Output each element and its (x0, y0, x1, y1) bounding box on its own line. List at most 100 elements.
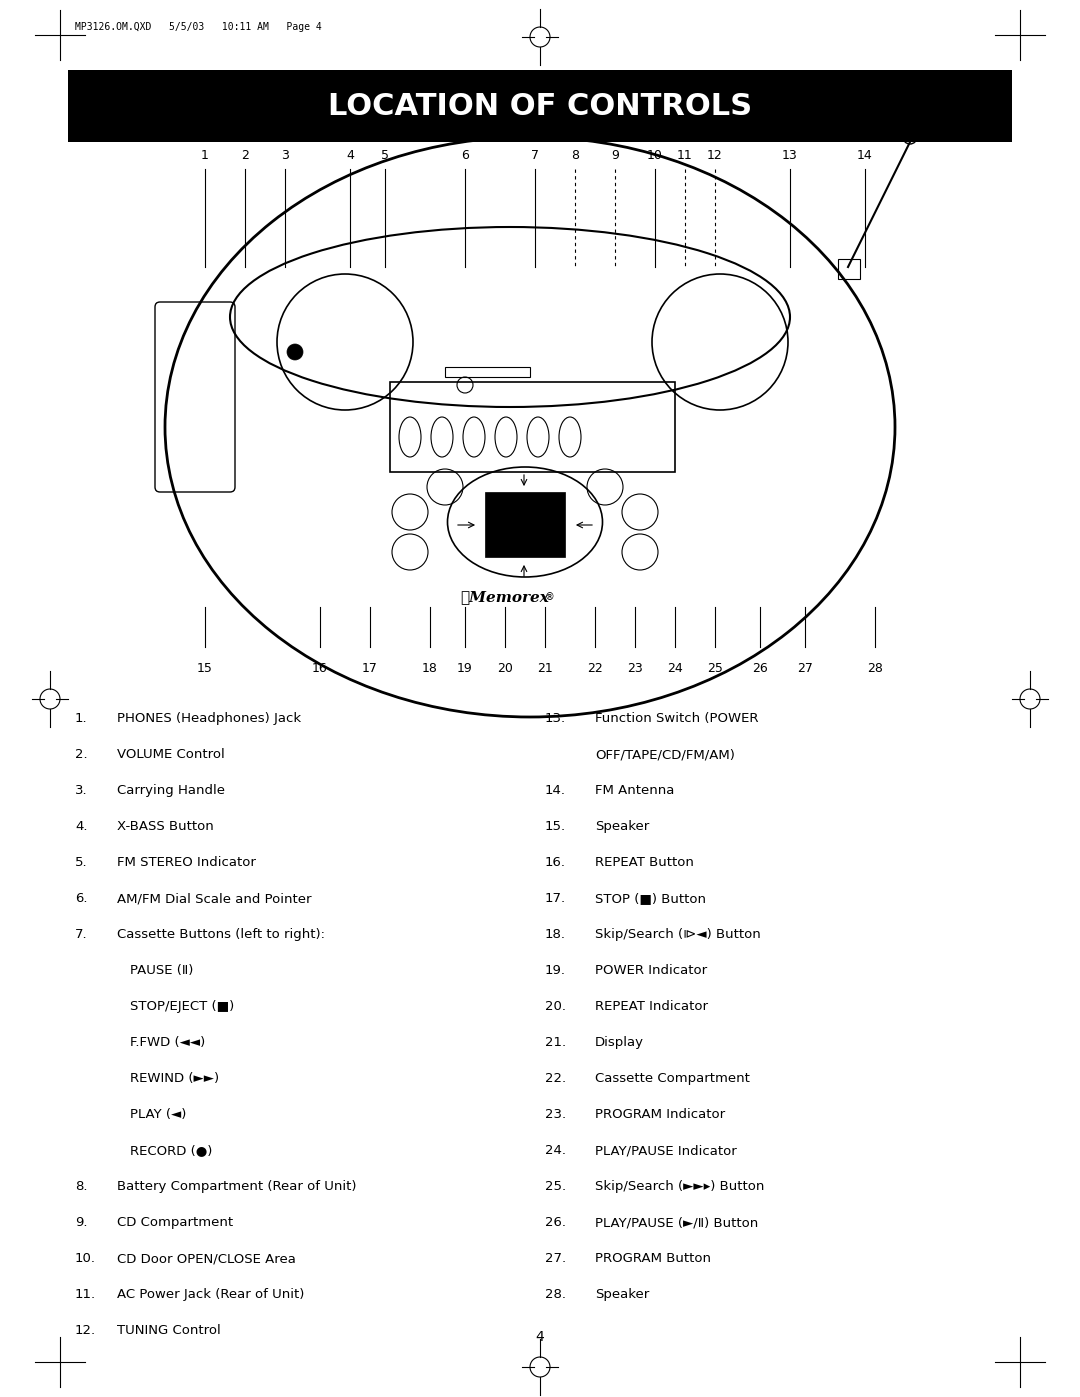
Text: 26.: 26. (545, 1215, 566, 1229)
Text: 17: 17 (362, 662, 378, 675)
Text: RECORD (●): RECORD (●) (130, 1144, 213, 1157)
Text: 26: 26 (752, 662, 768, 675)
Text: OFF/TAPE/CD/FM/AM): OFF/TAPE/CD/FM/AM) (595, 747, 734, 761)
Text: 28: 28 (867, 662, 883, 675)
Text: Function Switch (POWER: Function Switch (POWER (595, 712, 758, 725)
Text: 10: 10 (647, 149, 663, 162)
Text: REPEAT Button: REPEAT Button (595, 856, 693, 869)
Text: 7.: 7. (75, 928, 87, 942)
Text: PROGRAM Button: PROGRAM Button (595, 1252, 711, 1266)
Text: 12: 12 (707, 149, 723, 162)
Text: PLAY/PAUSE Indicator: PLAY/PAUSE Indicator (595, 1144, 737, 1157)
Text: FM Antenna: FM Antenna (595, 784, 674, 798)
Text: 5.: 5. (75, 856, 87, 869)
Circle shape (287, 344, 303, 360)
Text: REPEAT Indicator: REPEAT Indicator (595, 1000, 708, 1013)
Text: 4: 4 (346, 149, 354, 162)
Text: 17.: 17. (545, 893, 566, 905)
Text: Speaker: Speaker (595, 1288, 649, 1301)
Text: 7: 7 (531, 149, 539, 162)
Text: 11.: 11. (75, 1288, 96, 1301)
Text: 25.: 25. (545, 1180, 566, 1193)
Text: 1.: 1. (75, 712, 87, 725)
Text: 3.: 3. (75, 784, 87, 798)
Text: PHONES (Headphones) Jack: PHONES (Headphones) Jack (117, 712, 301, 725)
Text: STOP/EJECT (■): STOP/EJECT (■) (130, 1000, 234, 1013)
Text: Speaker: Speaker (595, 820, 649, 833)
Text: 21: 21 (537, 662, 553, 675)
Text: 23: 23 (627, 662, 643, 675)
Text: 16.: 16. (545, 856, 566, 869)
Text: 16: 16 (312, 662, 328, 675)
Text: 13.: 13. (545, 712, 566, 725)
Text: 14: 14 (858, 149, 873, 162)
FancyBboxPatch shape (68, 70, 1012, 142)
Text: PROGRAM Indicator: PROGRAM Indicator (595, 1108, 725, 1120)
Text: 24.: 24. (545, 1144, 566, 1157)
Text: STOP (■) Button: STOP (■) Button (595, 893, 706, 905)
Text: 19.: 19. (545, 964, 566, 977)
Text: CD Door OPEN/CLOSE Area: CD Door OPEN/CLOSE Area (117, 1252, 296, 1266)
Text: 8: 8 (571, 149, 579, 162)
Text: F.FWD (◄◄): F.FWD (◄◄) (130, 1037, 205, 1049)
Text: CD Compartment: CD Compartment (117, 1215, 233, 1229)
Bar (838, 258, 860, 279)
Text: 4: 4 (536, 1330, 544, 1344)
Text: X-BASS Button: X-BASS Button (117, 820, 214, 833)
Text: 3: 3 (281, 149, 289, 162)
Text: 15.: 15. (545, 820, 566, 833)
Text: Cassette Buttons (left to right):: Cassette Buttons (left to right): (117, 928, 325, 942)
Text: 12.: 12. (75, 1324, 96, 1337)
Text: 27.: 27. (545, 1252, 566, 1266)
Text: 28.: 28. (545, 1288, 566, 1301)
Text: 21.: 21. (545, 1037, 566, 1049)
Text: 6: 6 (461, 149, 469, 162)
Text: Cassette Compartment: Cassette Compartment (595, 1071, 750, 1085)
Text: 5: 5 (381, 149, 389, 162)
Text: ®: ® (545, 592, 555, 602)
Text: AC Power Jack (Rear of Unit): AC Power Jack (Rear of Unit) (117, 1288, 305, 1301)
Text: POWER Indicator: POWER Indicator (595, 964, 707, 977)
Text: AM/FM Dial Scale and Pointer: AM/FM Dial Scale and Pointer (117, 893, 311, 905)
Text: ℙMemorex: ℙMemorex (460, 590, 550, 604)
Text: 6.: 6. (75, 893, 87, 905)
Text: Battery Compartment (Rear of Unit): Battery Compartment (Rear of Unit) (117, 1180, 356, 1193)
Text: 18.: 18. (545, 928, 566, 942)
Text: 9: 9 (611, 149, 619, 162)
Text: Skip/Search (►►▸) Button: Skip/Search (►►▸) Button (595, 1180, 765, 1193)
Text: 2: 2 (241, 149, 248, 162)
Bar (390, 381, 675, 472)
Text: 2.: 2. (75, 747, 87, 761)
Text: 13: 13 (782, 149, 798, 162)
Text: 22.: 22. (545, 1071, 566, 1085)
Text: 22: 22 (588, 662, 603, 675)
Text: PLAY/PAUSE (►/Ⅱ) Button: PLAY/PAUSE (►/Ⅱ) Button (595, 1215, 758, 1229)
Text: 20: 20 (497, 662, 513, 675)
Text: 15: 15 (197, 662, 213, 675)
Text: Carrying Handle: Carrying Handle (117, 784, 225, 798)
Text: 18: 18 (422, 662, 437, 675)
Text: 11: 11 (677, 149, 693, 162)
Text: 1: 1 (201, 149, 208, 162)
Bar (485, 492, 565, 557)
Text: FM STEREO Indicator: FM STEREO Indicator (117, 856, 256, 869)
Text: Skip/Search (⧐◄) Button: Skip/Search (⧐◄) Button (595, 928, 760, 942)
Text: MP3126.OM.QXD   5/5/03   10:11 AM   Page 4: MP3126.OM.QXD 5/5/03 10:11 AM Page 4 (75, 22, 322, 32)
Text: 9.: 9. (75, 1215, 87, 1229)
Text: 24: 24 (667, 662, 683, 675)
Text: PAUSE (Ⅱ): PAUSE (Ⅱ) (130, 964, 193, 977)
Text: TUNING Control: TUNING Control (117, 1324, 220, 1337)
Text: REWIND (►►): REWIND (►►) (130, 1071, 219, 1085)
Text: 23.: 23. (545, 1108, 566, 1120)
Text: 20.: 20. (545, 1000, 566, 1013)
Text: 14.: 14. (545, 784, 566, 798)
Bar (445, 367, 530, 377)
Text: VOLUME Control: VOLUME Control (117, 747, 225, 761)
Text: Display: Display (595, 1037, 644, 1049)
Text: 10.: 10. (75, 1252, 96, 1266)
Text: 25: 25 (707, 662, 723, 675)
Text: PLAY (◄): PLAY (◄) (130, 1108, 187, 1120)
Text: 27: 27 (797, 662, 813, 675)
Text: 4.: 4. (75, 820, 87, 833)
Text: 19: 19 (457, 662, 473, 675)
